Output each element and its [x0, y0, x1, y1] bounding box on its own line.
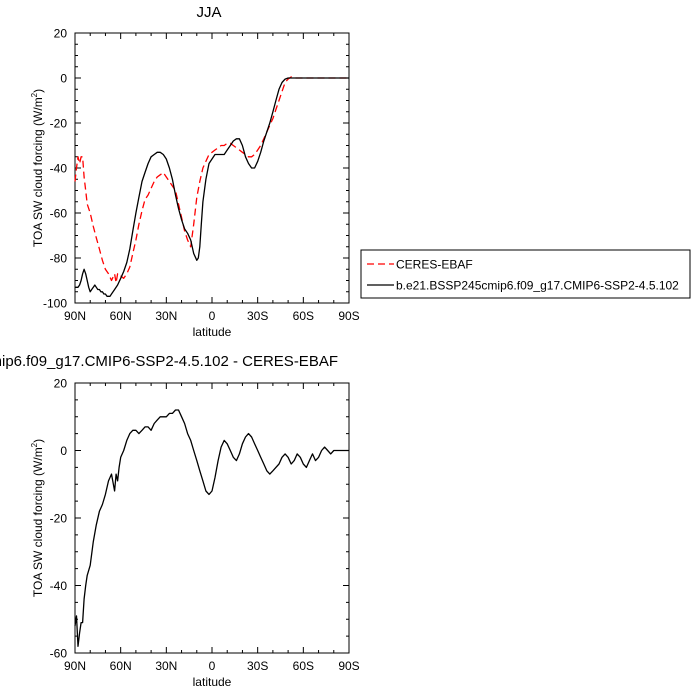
- series-line-1: [74, 409, 349, 647]
- x-axis-label: latitude: [193, 675, 232, 689]
- chart-title: b.e21.BSSP245cmip6.f09_g17.CMIP6-SSP2-4.…: [0, 353, 338, 370]
- legend-box: [360, 249, 691, 299]
- y-tick-label: -100: [43, 297, 67, 311]
- x-tick-label: 90N: [64, 659, 86, 673]
- x-tick-label: 30N: [155, 309, 177, 323]
- y-tick-label: -40: [50, 162, 68, 176]
- x-tick-label: 0: [209, 309, 216, 323]
- x-tick-label: 30S: [247, 309, 268, 323]
- x-tick-label: 30S: [247, 659, 268, 673]
- x-tick-label: 30N: [155, 659, 177, 673]
- x-tick-label: 60N: [110, 659, 132, 673]
- y-tick-label: -40: [50, 579, 68, 593]
- y-tick-label: -20: [50, 512, 68, 526]
- legend-label-1: CERES-EBAF: [396, 258, 473, 272]
- x-tick-label: 60S: [293, 309, 314, 323]
- y-tick-label: -20: [50, 117, 68, 131]
- plot-frame: [74, 382, 350, 654]
- legend-label-2: b.e21.BSSP245cmip6.f09_g17.CMIP6-SSP2-4.…: [396, 279, 679, 293]
- legend: CERES-EBAF b.e21.BSSP245cmip6.f09_g17.CMI…: [360, 249, 691, 299]
- x-tick-label: 60S: [293, 659, 314, 673]
- series-line-2: [75, 77, 349, 297]
- x-tick-label: 90S: [338, 309, 359, 323]
- x-tick-label: 90N: [64, 309, 86, 323]
- chart-panel-2: b.e21.BSSP245cmip6.f09_g17.CMIP6-SSP2-4.…: [0, 353, 360, 689]
- x-tick-label: 90S: [338, 659, 359, 673]
- chart-title: JJA: [196, 4, 221, 21]
- x-tick-label: 0: [209, 659, 216, 673]
- y-tick-label: -60: [50, 207, 68, 221]
- y-tick-label: 0: [60, 72, 67, 86]
- y-tick-label: 20: [54, 377, 68, 391]
- x-tick-label: 60N: [110, 309, 132, 323]
- chart-panel-1: JJA -100 -80 -60 -40 -20 0 20 90N 60N 30N 0 30S 60S 90…: [30, 4, 691, 339]
- y-axis-label: TOA SW cloud forcing (W/m2): [30, 439, 45, 597]
- plot-frame: [74, 32, 350, 304]
- x-axis-label: latitude: [193, 325, 232, 339]
- y-tick-label: 0: [60, 444, 67, 458]
- y-axis-label: TOA SW cloud forcing (W/m2): [30, 89, 45, 247]
- y-tick-label: 20: [54, 27, 68, 41]
- y-tick-label: -80: [50, 252, 68, 266]
- y-tick-label: -60: [50, 647, 68, 661]
- series-line-1: [74, 76, 349, 284]
